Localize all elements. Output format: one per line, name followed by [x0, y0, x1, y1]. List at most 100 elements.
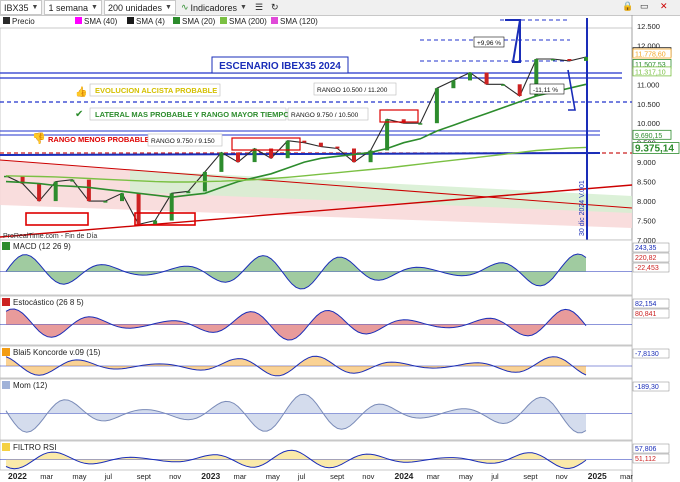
panel-area — [6, 450, 586, 469]
indicators-label: Indicadores — [190, 2, 238, 13]
price-tick: 10.000 — [637, 119, 660, 128]
chevron-down-icon: ▼ — [240, 4, 247, 11]
price-tick: 11.000 — [637, 80, 659, 89]
collapse-icon[interactable]: ▭ — [640, 1, 649, 11]
x-tick-label: 2022 — [8, 471, 27, 481]
legend-swatch-sma4 — [127, 17, 134, 24]
refresh-button[interactable]: ↻ — [268, 1, 282, 14]
pct-down-box — [529, 83, 565, 95]
pct-up-label: +9,96 % — [477, 40, 501, 47]
x-tick-label: nov — [362, 472, 374, 481]
range-mid-box — [287, 107, 369, 121]
low-box-2 — [134, 212, 196, 226]
symbol-label: IBX35 — [4, 2, 29, 13]
panel-filtro: FILTRO RSI 57,806 51,112 — [0, 440, 670, 471]
svg-text:11.317,10: 11.317,10 — [635, 69, 666, 76]
price-candle — [136, 193, 141, 225]
panel-value: -7,8130 — [635, 351, 659, 358]
close-icon[interactable]: ✕ — [660, 1, 668, 11]
panel-label: FILTRO RSI — [13, 443, 56, 452]
indicators-button[interactable]: ∿ Indicadores ▼ — [178, 1, 250, 14]
date-marker-label: 30 dic 2024 V.001 — [579, 180, 586, 236]
price-candle — [219, 152, 224, 172]
x-tick-label: mar — [620, 472, 633, 481]
thumbs-up-icon: 👍 — [75, 85, 87, 98]
price-candle — [252, 148, 257, 163]
price-tick: 7.500 — [637, 217, 656, 226]
x-tick-label: may — [266, 472, 280, 481]
price-tick: 8.000 — [637, 197, 656, 206]
panel-value: 220,82 — [635, 255, 657, 262]
price-badge: 9.375,14 — [632, 142, 680, 155]
toolbar: IBX35 ▼ 1 semana ▼ 200 unidades ▼ ∿ Indicado… — [0, 0, 680, 16]
bear-trend-top — [0, 159, 633, 209]
price-candle — [550, 59, 555, 61]
low-box-1 — [25, 212, 89, 226]
panel-line — [5, 308, 587, 341]
svg-text:11.778,60: 11.778,60 — [635, 52, 666, 59]
pct-down-label: -11,11 % — [533, 87, 558, 94]
x-tick-label: nov — [556, 472, 568, 481]
price-candle — [517, 84, 522, 96]
price-candle — [70, 179, 75, 182]
price-badge: 11.317,10 — [632, 66, 672, 76]
series-line-2 — [5, 146, 587, 183]
units-label: 200 unidades — [107, 2, 162, 13]
panel-label: MACD (12 26 9) — [13, 242, 71, 251]
price-candle — [584, 57, 588, 61]
list-icon: ☰ — [254, 2, 264, 12]
x-axis: 2022 mar may jul sept nov 2023 mar may jul sept nov… — [8, 471, 633, 481]
price-candle — [120, 193, 124, 202]
price-tick: 9.000 — [637, 158, 656, 167]
panel-koncorde: Blai5 Koncorde v.09 (15) -7,8130 — [0, 345, 670, 379]
x-tick-label: mar — [40, 472, 53, 481]
panel-stoch: Estocástico (26 8 5) 82,154 80,841 — [0, 295, 670, 346]
panel-area — [6, 309, 586, 340]
series-line-0 — [5, 56, 587, 226]
legend-swatch-sma200 — [220, 17, 227, 24]
panel-line — [5, 449, 587, 470]
x-tick-label: nov — [169, 472, 181, 481]
legend-swatch-sma120 — [271, 17, 278, 24]
support-trendline — [0, 184, 633, 238]
x-tick-label: may — [72, 472, 86, 481]
x-tick-label: may — [459, 472, 473, 481]
x-tick-label: mar — [234, 472, 247, 481]
bearish-label: RANGO MENOS PROBABLE — [48, 135, 150, 144]
price-candle — [269, 148, 274, 159]
range-mid-label: RANGO 9.750 / 10.500 — [291, 112, 359, 119]
lateral-box — [89, 107, 287, 121]
lock-icon[interactable]: 🔒 — [622, 1, 634, 11]
lateral-label: LATERAL MAS PROBABLE Y RANGO MAYOR TIEMP… — [95, 110, 289, 119]
symbol-selector[interactable]: IBX35 ▼ — [0, 0, 43, 15]
chevron-down-icon: ▼ — [31, 4, 39, 11]
bullish-label: EVOLUCION ALCISTA PROBABLE — [95, 86, 217, 95]
refresh-icon: ↻ — [271, 2, 279, 12]
x-tick-label: 2024 — [395, 471, 414, 481]
units-selector[interactable]: 200 unidades ▼ — [103, 0, 176, 15]
indicator-panels: MACD (12 26 9) 243,35 220,82 -22,453 Estocás… — [0, 239, 670, 471]
price-candle — [20, 175, 25, 184]
legend-sma120: SMA (120) — [280, 17, 318, 26]
svg-text:9.375,14: 9.375,14 — [635, 144, 674, 155]
list-button[interactable]: ☰ — [252, 1, 266, 14]
price-candle — [468, 72, 472, 81]
panel-value: 243,35 — [635, 245, 657, 252]
blue-trendline — [0, 152, 601, 156]
projection-up — [505, 19, 522, 63]
range-low-label: RANGO 9.750 / 9.150 — [151, 138, 215, 145]
legend-sma4: SMA (4) — [136, 17, 165, 26]
x-tick-label: 2025 — [588, 471, 607, 481]
price-candle — [567, 59, 572, 61]
chevron-down-icon: ▼ — [165, 4, 172, 11]
period-selector[interactable]: 1 semana ▼ — [44, 0, 102, 15]
price-candle — [53, 181, 58, 202]
panel-line — [5, 393, 587, 434]
period-label: 1 semana — [48, 2, 88, 13]
price-candle — [86, 179, 91, 202]
x-tick-label: sept — [330, 472, 345, 481]
check-icon: ✔ — [75, 109, 83, 120]
x-tick-label: sept — [137, 472, 152, 481]
price-candle — [484, 72, 489, 85]
